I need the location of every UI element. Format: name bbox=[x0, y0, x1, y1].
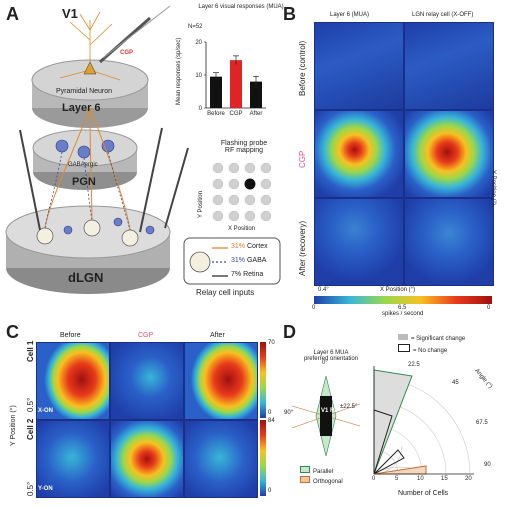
bar-chart-title: Layer 6 visual responses (MUA) bbox=[198, 4, 284, 10]
c-cbar2-min: 0 bbox=[268, 488, 272, 494]
d-orient-parallel: Parallel bbox=[300, 466, 333, 475]
heatmap-c-cell2-before bbox=[36, 420, 110, 498]
c-row-cell1: Cell 1 bbox=[26, 340, 35, 362]
bar-ytick-label-2: 20 bbox=[195, 40, 202, 46]
b-cbar-tick-mid: 6.5 bbox=[398, 305, 407, 311]
bar-ylabel: Mean responses (sp/sec) bbox=[176, 38, 182, 105]
c-col-after: After bbox=[210, 332, 225, 339]
c-colorbar-1 bbox=[260, 342, 266, 418]
b-cbar-label: spikes / second bbox=[382, 311, 424, 317]
bar-before bbox=[210, 76, 222, 108]
heatmap-c-cell2-cgp bbox=[110, 420, 184, 498]
gabaergic-label: GABAergic bbox=[68, 162, 98, 168]
flash-probe-title: Flashing probe RF mapping bbox=[220, 140, 268, 154]
rowlab-b-before: Before (control) bbox=[298, 40, 307, 96]
d-rose-plot bbox=[373, 366, 474, 475]
heatmap-c-cell1-before bbox=[36, 342, 110, 420]
v1-label: V1 bbox=[62, 6, 78, 21]
c-scale-2: 0.5° bbox=[26, 481, 35, 496]
d-xlabel: Number of Cells bbox=[398, 490, 449, 497]
d-rtick-20: 20 bbox=[465, 476, 472, 482]
bar-chart-n: N=52 bbox=[188, 24, 203, 30]
bar-chart: 0 10 20 Before CGP After Mean responses (sp/se… bbox=[176, 38, 266, 117]
d-rtick-5: 5 bbox=[395, 476, 399, 482]
d-rf-label: V1 RF bbox=[321, 408, 339, 414]
b-scale-label: 0.4° bbox=[318, 287, 329, 293]
d-title: Layer 6 MUA preferred orientation bbox=[303, 350, 359, 362]
bar-cgp bbox=[230, 60, 242, 108]
input-gaba: 31% GABA bbox=[231, 257, 267, 264]
b-cbar-tick-0: 0 bbox=[312, 305, 316, 311]
d-atick-67: 67.5 bbox=[476, 420, 488, 426]
dlgn-label: dLGN bbox=[68, 270, 104, 285]
c-cbar1-max: 70 bbox=[268, 340, 275, 346]
panel-a-label: A bbox=[6, 4, 19, 24]
bar-xlabel-0: Before bbox=[207, 111, 225, 117]
b-cbar-tick-end: 0 bbox=[487, 305, 491, 311]
input-cortex: 31% Cortex bbox=[231, 243, 268, 250]
bar-xlabel-1: CGP bbox=[229, 111, 242, 117]
d-atick-90: 90 bbox=[484, 462, 491, 468]
panel-d-label: D bbox=[283, 322, 296, 342]
rowlab-b-cgp: CGP bbox=[298, 150, 307, 168]
d-deg-22: ±22.5° bbox=[340, 404, 358, 410]
panel-a-schematic bbox=[5, 5, 281, 294]
colhead-lgn: LGN relay cell (X-OFF) bbox=[412, 12, 474, 18]
d-orientation-icon bbox=[291, 375, 361, 457]
panel-b-label: B bbox=[283, 4, 296, 24]
d-rtick-0: 0 bbox=[372, 476, 376, 482]
c-cbar2-max: 84 bbox=[268, 418, 275, 424]
c-col-before: Before bbox=[60, 332, 81, 339]
heatmap-b-lgn-before bbox=[404, 22, 494, 110]
cgp-pipette-label: CGP bbox=[120, 50, 134, 56]
heatmap-b-l6-after bbox=[314, 198, 404, 286]
d-atick-45: 45 bbox=[452, 380, 459, 386]
flash-ylabel: Y Position bbox=[198, 191, 204, 218]
c-scale-1: 0.5° bbox=[26, 397, 35, 412]
c-colorbar-2 bbox=[260, 420, 266, 496]
c-col-cgp: CGP bbox=[138, 332, 154, 339]
bar-xlabel-2: After bbox=[250, 111, 263, 117]
layer6-label: Layer 6 bbox=[62, 102, 101, 114]
flash-xlabel: X Position bbox=[228, 226, 256, 232]
rowlab-b-after: After (recovery) bbox=[298, 220, 307, 276]
d-legend-sig: = Significant change bbox=[398, 334, 465, 342]
c-row-cell2: Cell 2 bbox=[26, 418, 35, 440]
relay-caption: Relay cell inputs bbox=[196, 288, 255, 297]
panel-c-label: C bbox=[6, 322, 19, 342]
heatmap-b-l6-cgp bbox=[314, 110, 404, 198]
heatmap-c-cell1-after bbox=[184, 342, 258, 420]
heatmap-c-cell2-after bbox=[184, 420, 258, 498]
d-deg-90: 90° bbox=[284, 410, 294, 416]
d-deg-0: 0° bbox=[322, 360, 328, 366]
d-rtick-10: 10 bbox=[417, 476, 424, 482]
input-retina: 7% Retina bbox=[231, 271, 264, 278]
d-atick-22: 22.5 bbox=[408, 362, 420, 368]
bar-after bbox=[250, 81, 262, 108]
c-celltype-2: Y-ON bbox=[38, 486, 53, 492]
pgn-label: PGN bbox=[72, 176, 96, 188]
c-cbar1-min: 0 bbox=[268, 410, 272, 416]
d-rtick-15: 15 bbox=[441, 476, 448, 482]
d-legend-nochange: = No change bbox=[398, 344, 447, 354]
b-yaxis-label: Y Position (°) bbox=[490, 170, 496, 205]
d-orient-orthogonal: Orthogonal bbox=[300, 476, 343, 485]
bar-ytick-label-1: 10 bbox=[195, 73, 202, 79]
c-celltype-1: X-ON bbox=[38, 408, 53, 414]
heatmap-b-lgn-cgp bbox=[404, 110, 494, 198]
b-xaxis-label: X Position (°) bbox=[380, 287, 416, 293]
pyramidal-label: Pyramidal Neuron bbox=[56, 88, 113, 95]
bar-ytick-label-0: 0 bbox=[199, 106, 203, 112]
heatmap-b-lgn-after bbox=[404, 198, 494, 286]
colhead-layer6: Layer 6 (MUA) bbox=[330, 12, 370, 18]
heatmap-c-cell1-cgp bbox=[110, 342, 184, 420]
c-yaxis-label: Y Position (°) bbox=[10, 405, 17, 446]
heatmap-b-l6-before bbox=[314, 22, 404, 110]
b-colorbar bbox=[314, 296, 492, 304]
